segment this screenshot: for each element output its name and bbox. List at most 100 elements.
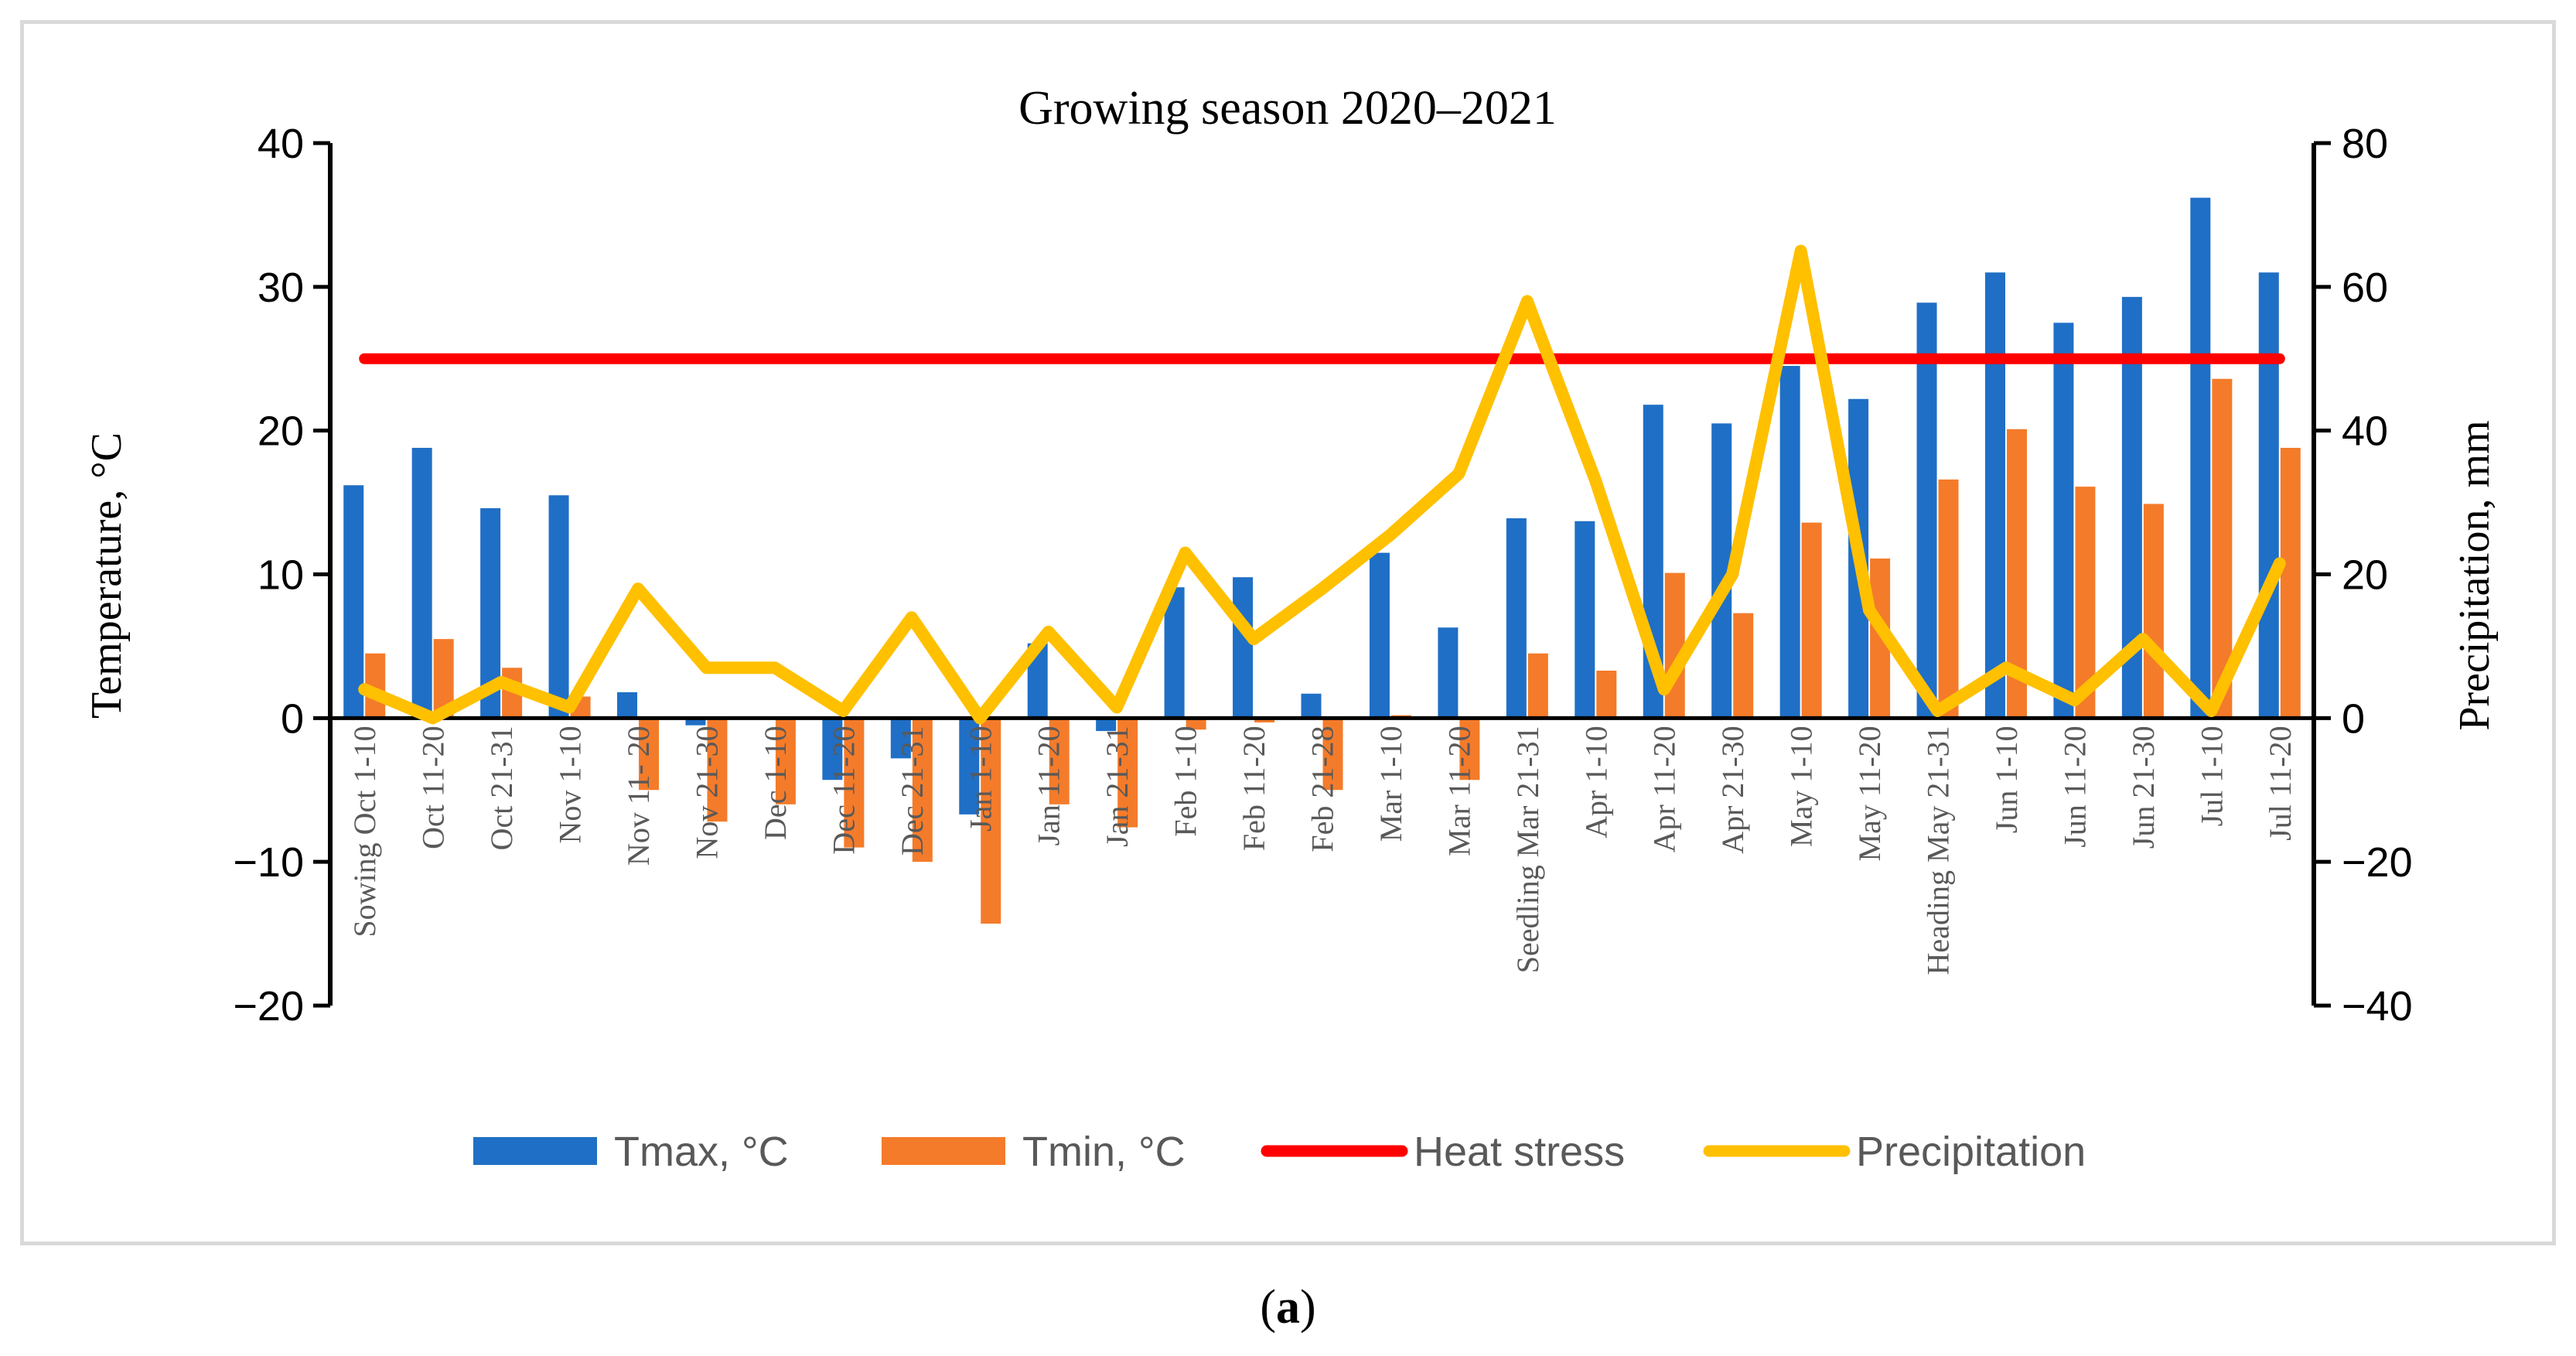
x-tick-label: Apr 11-20 [1647, 726, 1682, 852]
x-tick-label: Jun 11-20 [2057, 726, 2092, 847]
bar-tmin-c [912, 718, 933, 862]
bar-tmax-c [2053, 323, 2074, 719]
x-tick-label: Heading May 21-31 [1921, 726, 1956, 975]
legend-label: Tmin, °C [1022, 1129, 1186, 1175]
x-tick-label: Oct 11-20 [416, 726, 451, 849]
x-tick-label: Mar 11-20 [1442, 726, 1476, 856]
legend-label: Heat stress [1414, 1129, 1625, 1175]
bar-tmax-c [617, 692, 638, 719]
y2-tick-label: 80 [2342, 121, 2388, 167]
x-tick-label: Feb 21-28 [1305, 726, 1340, 852]
x-tick-label: Apr 1-10 [1578, 726, 1613, 839]
bar-tmax-c [1779, 366, 1800, 719]
y-tick-label: 40 [258, 121, 304, 167]
bar-tmin-c [1527, 653, 1548, 719]
bar-tmax-c [1575, 521, 1595, 719]
legend-item-tmin-c: Tmin, °C [882, 1129, 1186, 1175]
bar-tmax-c [1301, 693, 1322, 719]
y-tick-label: −10 [233, 839, 304, 886]
bar-tmin-c [1254, 718, 1275, 722]
bar-tmin-c [1596, 671, 1617, 719]
y2-tick-label: −20 [2342, 839, 2413, 886]
x-tick-label: Jul 1-10 [2194, 726, 2229, 826]
bar-tmax-c [2190, 197, 2211, 719]
bar-tmin-c [775, 718, 796, 804]
chart-title: Growing season 2020–2021 [1018, 82, 1557, 135]
bar-tmax-c [1369, 552, 1390, 719]
bar-tmax-c [822, 718, 843, 780]
y2-tick-label: 20 [2342, 552, 2388, 599]
y-axis-right-title: Precipitation, mm [2451, 420, 2499, 730]
y-tick-label: 0 [281, 695, 304, 742]
bar-tmax-c [1164, 587, 1185, 719]
chart: Growing season 2020–2021 Temperature, °C… [83, 82, 2499, 1175]
x-tick-label: Nov 21-30 [689, 726, 724, 859]
bar-tmax-c [1096, 718, 1117, 732]
bar-tmin-c [1117, 718, 1138, 828]
x-tick-label: May 1-10 [1784, 726, 1819, 847]
x-tick-label: Dec 1-10 [758, 726, 793, 840]
legend-swatch [882, 1137, 1005, 1165]
bar-tmin-c [707, 718, 728, 822]
bar-tmin-c [1186, 718, 1206, 730]
bar-tmin-c [1664, 572, 1685, 719]
bar-tmax-c [959, 718, 980, 815]
x-tick-label: Dec 21-31 [895, 726, 930, 856]
x-tick-label: Seedling Mar 21-31 [1510, 726, 1545, 973]
bar-tmax-c [1506, 518, 1527, 719]
y2-tick-label: 40 [2342, 408, 2388, 455]
legend-swatch [473, 1137, 597, 1165]
y-tick-label: 10 [258, 552, 304, 599]
x-tick-label: Nov 1-10 [553, 726, 588, 843]
bar-tmax-c [1438, 627, 1459, 719]
bar-tmax-c [1233, 577, 1254, 719]
bar-tmax-c [685, 718, 706, 726]
x-tick-label: Jan 11-20 [1032, 726, 1066, 845]
bar-tmax-c [1984, 272, 2005, 719]
x-tick-label: Jun 21-30 [2126, 726, 2161, 849]
x-tick-label: Jan 21-31 [1100, 726, 1134, 847]
y2-tick-label: 0 [2342, 695, 2365, 742]
legend-item-heat-stress: Heat stress [1261, 1129, 1625, 1175]
bar-tmin-c [1801, 522, 1822, 719]
bar-tmin-c [2280, 447, 2301, 719]
bar-tmin-c [2143, 504, 2164, 719]
svg-text:Precipitation, mm: Precipitation, mm [2451, 420, 2499, 730]
bar-tmax-c [548, 495, 569, 719]
bar-tmax-c [2258, 272, 2279, 719]
x-tick-label: Dec 11-20 [826, 726, 861, 854]
x-tick-label: Mar 1-10 [1373, 726, 1408, 842]
x-tick-label: Jan 1-10 [963, 726, 998, 832]
y-tick-label: 20 [258, 408, 304, 455]
bar-tmin-c [981, 718, 1001, 924]
x-tick-label: May 11-20 [1852, 726, 1887, 861]
x-tick-label: Apr 21-30 [1715, 726, 1750, 854]
bar-tmin-c [1938, 479, 1959, 719]
bar-tmin-c [1733, 613, 1754, 719]
bar-tmax-c [343, 485, 364, 719]
bar-tmin-c [1459, 718, 1480, 780]
bar-tmax-c [890, 718, 911, 759]
x-tick-label: Sowing Oct 1-10 [347, 726, 382, 937]
bar-tmin-c [844, 718, 865, 848]
legend-label: Tmax, °C [614, 1129, 789, 1175]
x-tick-label: Feb 1-10 [1169, 726, 1203, 836]
bar-tmin-c [639, 718, 660, 791]
legend-item-precipitation: Precipitation [1703, 1129, 2086, 1175]
y2-tick-label: 60 [2342, 265, 2388, 311]
bar-tmin-c [1322, 718, 1343, 791]
x-tick-label: Jul 11-20 [2263, 726, 2298, 841]
y2-tick-label: −40 [2342, 983, 2413, 1030]
bar-tmin-c [1049, 718, 1070, 804]
y-tick-label: −20 [233, 983, 304, 1030]
y-tick-label: 30 [258, 265, 304, 311]
x-tick-label: Jun 1-10 [1989, 726, 2024, 833]
legend-label: Precipitation [1856, 1129, 2086, 1175]
bar-tmax-c [1916, 302, 1937, 719]
x-tick-label: Oct 21-31 [484, 726, 519, 850]
x-tick-label: Nov 11- 20 [621, 726, 656, 866]
y-axis-left-title: Temperature, °C [83, 432, 131, 719]
line-precipitation [358, 244, 2286, 725]
panel-label: (a) [1260, 1281, 1316, 1334]
legend-item-tmax-c: Tmax, °C [473, 1129, 789, 1175]
